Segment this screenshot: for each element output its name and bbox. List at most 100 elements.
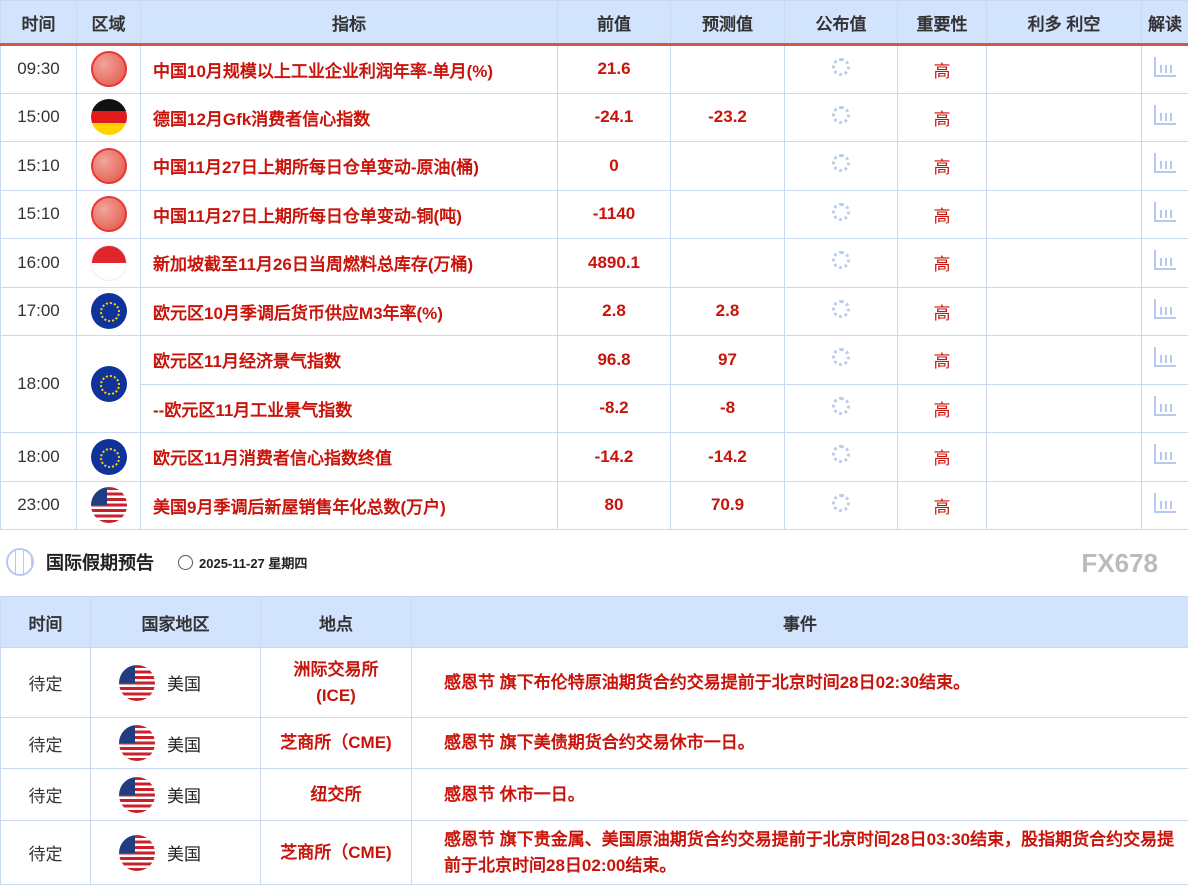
forecast-value: -23.2 xyxy=(671,93,785,142)
country-cell: 美国 xyxy=(91,718,261,769)
forecast-value: 2.8 xyxy=(671,287,785,336)
forecast-value: -8 xyxy=(671,384,785,433)
time-cell: 16:00 xyxy=(1,239,77,288)
holiday-section-header: 国际假期预告 2025-11-27 星期四 xyxy=(6,548,307,576)
actual-value xyxy=(785,433,898,482)
impact-cell xyxy=(987,384,1142,433)
chart-analysis-icon[interactable] xyxy=(1154,493,1176,513)
country-name: 美国 xyxy=(167,675,201,694)
indicator-link[interactable]: 中国10月规模以上工业企业利润年率-单月(%) xyxy=(141,45,558,94)
chart-analysis-icon[interactable] xyxy=(1154,444,1176,464)
column-header: 重要性 xyxy=(898,1,987,45)
column-header: 公布值 xyxy=(785,1,898,45)
flag-eu-icon xyxy=(91,293,127,329)
actual-value xyxy=(785,336,898,385)
section-date: 2025-11-27 星期四 xyxy=(199,553,307,572)
loading-spinner-icon xyxy=(832,154,850,172)
table-row: 15:10 中国11月27日上期所每日仓单变动-原油(桶) 0 高 xyxy=(1,142,1188,191)
region-cell xyxy=(77,239,141,288)
analysis-cell[interactable] xyxy=(1142,384,1188,433)
analysis-cell[interactable] xyxy=(1142,287,1188,336)
chart-analysis-icon[interactable] xyxy=(1154,105,1176,125)
loading-spinner-icon xyxy=(832,106,850,124)
impact-cell xyxy=(987,287,1142,336)
time-cell: 15:10 xyxy=(1,142,77,191)
table-row: 15:10 中国11月27日上期所每日仓单变动-铜(吨) -1140 高 xyxy=(1,190,1188,239)
indicator-link[interactable]: 中国11月27日上期所每日仓单变动-铜(吨) xyxy=(141,190,558,239)
analysis-cell[interactable] xyxy=(1142,239,1188,288)
time-cell: 待定 xyxy=(1,821,91,885)
column-header: 地点 xyxy=(261,597,412,648)
place-cell: 芝商所（CME) xyxy=(261,718,412,769)
table-row: 23:00 美国9月季调后新屋销售年化总数(万户) 80 70.9 高 xyxy=(1,481,1188,530)
chart-analysis-icon[interactable] xyxy=(1154,299,1176,319)
indicator-link[interactable]: 新加坡截至11月26日当周燃料总库存(万桶) xyxy=(141,239,558,288)
actual-value xyxy=(785,481,898,530)
chart-analysis-icon[interactable] xyxy=(1154,57,1176,77)
country-name: 美国 xyxy=(167,845,201,864)
forecast-value xyxy=(671,142,785,191)
column-header: 国家地区 xyxy=(91,597,261,648)
economic-calendar-table: 时间区域指标前值预测值公布值重要性利多 利空解读 09:30 中国10月规模以上… xyxy=(0,0,1188,530)
previous-value: -14.2 xyxy=(558,433,671,482)
importance: 高 xyxy=(898,45,987,94)
indicator-link[interactable]: 欧元区11月经济景气指数 xyxy=(141,336,558,385)
table-row: 15:00 德国12月Gfk消费者信心指数 -24.1 -23.2 高 xyxy=(1,93,1188,142)
indicator-link[interactable]: 德国12月Gfk消费者信心指数 xyxy=(141,93,558,142)
holiday-row: 待定 美国 芝商所（CME) 感恩节 旗下贵金属、美国原油期货合约交易提前于北京… xyxy=(1,821,1188,885)
indicator-link[interactable]: 美国9月季调后新屋销售年化总数(万户) xyxy=(141,481,558,530)
actual-value xyxy=(785,239,898,288)
indicator-link[interactable]: 中国11月27日上期所每日仓单变动-原油(桶) xyxy=(141,142,558,191)
event-cell: 感恩节 旗下贵金属、美国原油期货合约交易提前于北京时间28日03:30结束，股指… xyxy=(412,821,1188,885)
impact-cell xyxy=(987,93,1142,142)
analysis-cell[interactable] xyxy=(1142,336,1188,385)
region-cell xyxy=(77,93,141,142)
importance: 高 xyxy=(898,142,987,191)
analysis-cell[interactable] xyxy=(1142,142,1188,191)
previous-value: 80 xyxy=(558,481,671,530)
time-cell: 09:30 xyxy=(1,45,77,94)
actual-value xyxy=(785,93,898,142)
table-row: 09:30 中国10月规模以上工业企业利润年率-单月(%) 21.6 高 xyxy=(1,45,1188,94)
flag-us-icon xyxy=(119,777,155,813)
actual-value xyxy=(785,45,898,94)
flag-us-icon xyxy=(91,487,127,523)
indicator-link[interactable]: --欧元区11月工业景气指数 xyxy=(141,384,558,433)
analysis-cell[interactable] xyxy=(1142,45,1188,94)
analysis-cell[interactable] xyxy=(1142,93,1188,142)
chart-analysis-icon[interactable] xyxy=(1154,396,1176,416)
importance: 高 xyxy=(898,190,987,239)
analysis-cell[interactable] xyxy=(1142,433,1188,482)
indicator-link[interactable]: 欧元区11月消费者信心指数终值 xyxy=(141,433,558,482)
importance: 高 xyxy=(898,239,987,288)
country-name: 美国 xyxy=(167,736,201,755)
time-cell: 15:00 xyxy=(1,93,77,142)
flag-cn-icon xyxy=(91,51,127,87)
country-cell: 美国 xyxy=(91,769,261,821)
region-cell xyxy=(77,45,141,94)
time-cell: 15:10 xyxy=(1,190,77,239)
column-header: 区域 xyxy=(77,1,141,45)
impact-cell xyxy=(987,336,1142,385)
place-cell: 纽交所 xyxy=(261,769,412,821)
analysis-cell[interactable] xyxy=(1142,481,1188,530)
chart-analysis-icon[interactable] xyxy=(1154,153,1176,173)
previous-value: -8.2 xyxy=(558,384,671,433)
table-row: --欧元区11月工业景气指数 -8.2 -8 高 xyxy=(1,384,1188,433)
forecast-value: 70.9 xyxy=(671,481,785,530)
chart-analysis-icon[interactable] xyxy=(1154,250,1176,270)
indicator-link[interactable]: 欧元区10月季调后货币供应M3年率(%) xyxy=(141,287,558,336)
flag-cn-icon xyxy=(91,196,127,232)
previous-value: 96.8 xyxy=(558,336,671,385)
loading-spinner-icon xyxy=(832,397,850,415)
column-header: 前值 xyxy=(558,1,671,45)
impact-cell xyxy=(987,433,1142,482)
chart-analysis-icon[interactable] xyxy=(1154,202,1176,222)
chart-analysis-icon[interactable] xyxy=(1154,347,1176,367)
forecast-value xyxy=(671,239,785,288)
importance: 高 xyxy=(898,433,987,482)
region-cell xyxy=(77,433,141,482)
flag-eu-icon xyxy=(91,439,127,475)
flag-us-icon xyxy=(119,665,155,701)
analysis-cell[interactable] xyxy=(1142,190,1188,239)
